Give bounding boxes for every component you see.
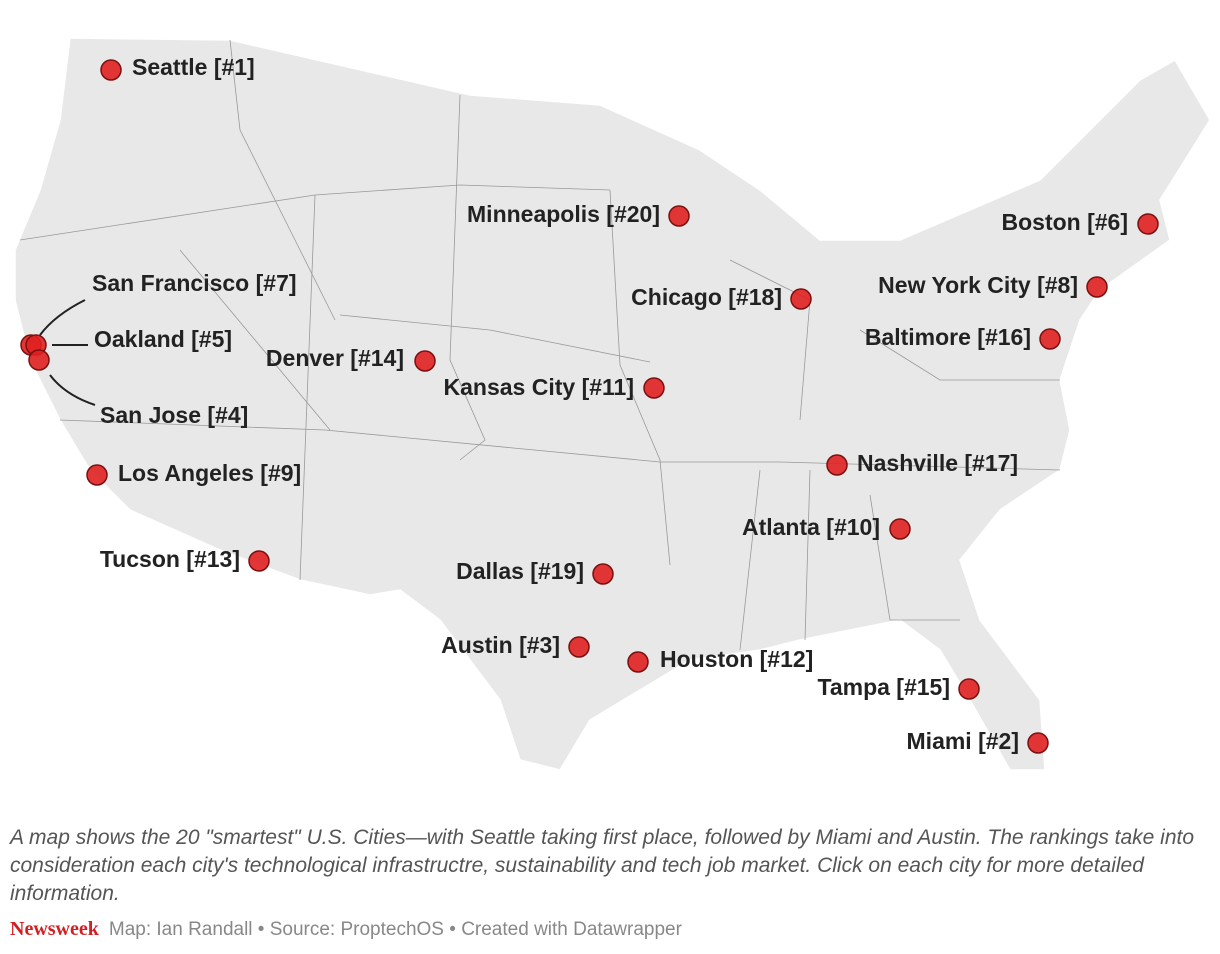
city-dot[interactable] xyxy=(889,518,911,540)
city-dot[interactable] xyxy=(592,563,614,585)
city-label[interactable]: Oakland [#5] xyxy=(94,326,232,352)
city-dot[interactable] xyxy=(414,350,436,372)
city-dot[interactable] xyxy=(100,59,122,81)
city-label[interactable]: Austin [#3] xyxy=(441,632,560,658)
city-dot[interactable] xyxy=(627,651,649,673)
city-label[interactable]: Houston [#12] xyxy=(660,646,813,672)
city-label[interactable]: Chicago [#18] xyxy=(631,284,782,310)
city-dot[interactable] xyxy=(643,377,665,399)
city-label[interactable]: Minneapolis [#20] xyxy=(467,201,660,227)
city-dot[interactable] xyxy=(1027,732,1049,754)
city-dot[interactable] xyxy=(568,636,590,658)
footer: Newsweek Map: Ian Randall • Source: Propt… xyxy=(10,918,682,941)
city-dot[interactable] xyxy=(790,288,812,310)
city-label[interactable]: Seattle [#1] xyxy=(132,54,255,80)
city-dot[interactable] xyxy=(1086,276,1108,298)
city-label[interactable]: San Francisco [#7] xyxy=(92,270,297,296)
city-dot[interactable] xyxy=(248,550,270,572)
city-label[interactable]: Tampa [#15] xyxy=(817,674,950,700)
city-label[interactable]: Los Angeles [#9] xyxy=(118,460,301,486)
city-dot[interactable] xyxy=(28,349,50,371)
city-label[interactable]: Denver [#14] xyxy=(266,345,404,371)
city-label[interactable]: Tucson [#13] xyxy=(100,546,240,572)
city-label[interactable]: Atlanta [#10] xyxy=(742,514,880,540)
arrows xyxy=(39,299,96,406)
arrow xyxy=(39,299,86,336)
city-label[interactable]: Baltimore [#16] xyxy=(865,324,1031,350)
map: Seattle [#1] Minneapolis [#20] Boston [#6]… xyxy=(14,37,1211,771)
brand: Newsweek xyxy=(10,918,99,940)
city-label[interactable]: Boston [#6] xyxy=(1002,209,1129,235)
state-lines xyxy=(19,39,1061,651)
arrow xyxy=(49,374,96,406)
city-dot[interactable] xyxy=(668,205,690,227)
city-label[interactable]: New York City [#8] xyxy=(878,272,1078,298)
city-dot[interactable] xyxy=(86,464,108,486)
caption: A map shows the 20 "smartest" U.S. Citie… xyxy=(10,826,1195,905)
credits: Map: Ian Randall • Source: ProptechOS • … xyxy=(108,919,682,940)
city-label[interactable]: Kansas City [#11] xyxy=(444,374,634,400)
city-label[interactable]: Nashville [#17] xyxy=(857,450,1018,476)
city-label[interactable]: Miami [#2] xyxy=(907,728,1019,754)
city-dot[interactable] xyxy=(958,678,980,700)
city-dot[interactable] xyxy=(826,454,848,476)
city-dot[interactable] xyxy=(1137,213,1159,235)
city-label[interactable]: San Jose [#4] xyxy=(100,402,248,428)
city-label[interactable]: Dallas [#19] xyxy=(456,558,584,584)
city-dot[interactable] xyxy=(1039,328,1061,350)
